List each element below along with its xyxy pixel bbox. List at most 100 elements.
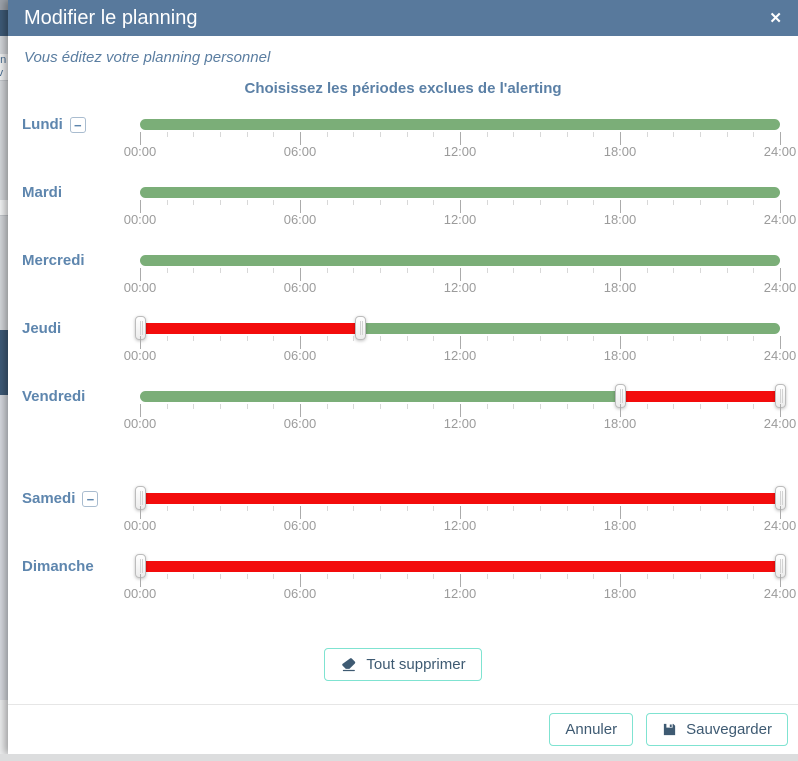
axis-tick-label: 18:00 — [603, 348, 637, 363]
axis-tick — [326, 336, 328, 341]
axis-tick — [193, 574, 195, 579]
axis-tick-label: 12:00 — [443, 144, 477, 159]
axis-tick — [540, 200, 541, 205]
modal-header: Modifier le planning ✕ — [8, 0, 798, 36]
slider-track[interactable] — [140, 384, 786, 408]
slider-track[interactable] — [140, 187, 780, 198]
axis-tick — [540, 132, 541, 137]
axis-tick — [246, 404, 248, 409]
day-label: Jeudi — [22, 320, 62, 337]
day-row: Mercredi 00:00 06:00 12:00 18:00 24:00 — [8, 251, 798, 319]
axis-tick — [540, 506, 541, 511]
axis-tick — [620, 200, 621, 213]
time-range-slider[interactable]: 00:00 06:00 12:00 18:00 24:00 — [124, 183, 796, 243]
axis-tick — [780, 132, 781, 145]
axis-tick — [220, 574, 221, 579]
axis-tick — [726, 574, 728, 579]
slider-track[interactable] — [140, 119, 780, 130]
axis-tick — [273, 336, 275, 341]
axis-tick — [513, 574, 515, 579]
minus-icon: − — [74, 117, 82, 133]
axis-tick — [220, 336, 221, 341]
slider-track[interactable] — [140, 255, 780, 266]
axis-tick — [753, 506, 755, 511]
axis-tick — [620, 574, 621, 587]
axis-tick — [486, 200, 488, 205]
axis-tick — [246, 132, 248, 137]
axis-tick — [140, 268, 141, 281]
day-row: Lundi −00:00 06:00 12:00 18:00 24:00 — [8, 115, 798, 183]
background-page-bottom — [0, 754, 798, 761]
axis-tick — [513, 268, 515, 273]
save-button[interactable]: Sauvegarder — [646, 713, 788, 746]
axis-tick — [460, 200, 461, 213]
axis-tick-label: 18:00 — [603, 416, 637, 431]
axis-tick — [566, 404, 568, 409]
axis-tick — [353, 132, 355, 137]
axis-tick — [566, 200, 568, 205]
axis-tick — [140, 336, 141, 349]
day-label-column: Lundi − — [22, 115, 140, 183]
axis-tick — [246, 200, 248, 205]
time-range-slider[interactable]: 00:00 06:00 12:00 18:00 24:00 — [124, 486, 796, 549]
axis-tick-label: 00:00 — [123, 212, 157, 227]
axis-tick — [433, 336, 435, 341]
time-range-slider[interactable]: 00:00 06:00 12:00 18:00 24:00 — [124, 554, 796, 617]
axis-tick — [406, 404, 408, 409]
axis-tick — [486, 404, 488, 409]
modal-subtitle: Vous éditez votre planning personnel — [24, 49, 271, 66]
clear-all-button[interactable]: Tout supprimer — [324, 648, 482, 681]
axis-tick — [646, 404, 648, 409]
remove-period-button[interactable]: − — [69, 117, 86, 133]
axis-tick — [726, 404, 728, 409]
axis-tick — [460, 404, 461, 417]
axis-tick-label: 18:00 — [603, 586, 637, 601]
time-range-slider[interactable]: 00:00 06:00 12:00 18:00 24:00 — [124, 384, 796, 447]
time-range-slider[interactable]: 00:00 06:00 12:00 18:00 24:00 — [124, 115, 796, 175]
axis-tick — [460, 132, 461, 145]
day-label-column: Mardi — [22, 183, 140, 251]
remove-period-button[interactable]: − — [82, 491, 99, 507]
axis-tick — [593, 268, 595, 273]
time-range-slider[interactable]: 00:00 06:00 12:00 18:00 24:00 — [124, 251, 796, 311]
modal-title: Modifier le planning — [24, 6, 198, 29]
axis-tick — [566, 336, 568, 341]
axis-tick — [646, 336, 648, 341]
axis-tick-label: 24:00 — [763, 280, 797, 295]
axis-tick — [593, 336, 595, 341]
axis-tick — [780, 574, 781, 587]
cancel-button[interactable]: Annuler — [549, 713, 634, 746]
axis-tick-label: 00:00 — [123, 518, 157, 533]
axis-tick — [273, 404, 275, 409]
axis-tick — [540, 268, 541, 273]
slider-track[interactable] — [134, 316, 780, 340]
time-range-slider[interactable]: 00:00 06:00 12:00 18:00 24:00 — [124, 316, 796, 379]
axis-tick — [620, 506, 621, 519]
close-icon[interactable]: ✕ — [769, 9, 782, 27]
axis-tick — [673, 404, 675, 409]
axis-tick — [673, 506, 675, 511]
axis-tick — [753, 574, 755, 579]
slider-handle[interactable] — [354, 316, 366, 340]
axis-tick — [646, 132, 648, 137]
day-label-column: Mercredi — [22, 251, 140, 319]
axis-tick — [460, 574, 461, 587]
axis-tick — [140, 506, 141, 519]
day-row: Jeudi 00:00 06:00 12:00 18:00 24:00 — [8, 316, 798, 387]
axis-tick — [193, 336, 195, 341]
axis-tick — [540, 336, 541, 341]
axis-tick — [220, 404, 221, 409]
axis-tick-label: 24:00 — [763, 144, 797, 159]
slider-track[interactable] — [134, 486, 786, 510]
axis-tick — [566, 268, 568, 273]
axis-tick — [726, 336, 728, 341]
axis-tick — [353, 506, 355, 511]
axis-tick — [433, 268, 435, 273]
axis-tick — [193, 268, 195, 273]
eraser-icon — [340, 656, 357, 673]
background-text-fragment: onrv — [0, 54, 7, 79]
clear-all-label: Tout supprimer — [366, 656, 466, 673]
axis-tick — [566, 574, 568, 579]
slider-track[interactable] — [134, 554, 786, 578]
axis-tick — [753, 336, 755, 341]
